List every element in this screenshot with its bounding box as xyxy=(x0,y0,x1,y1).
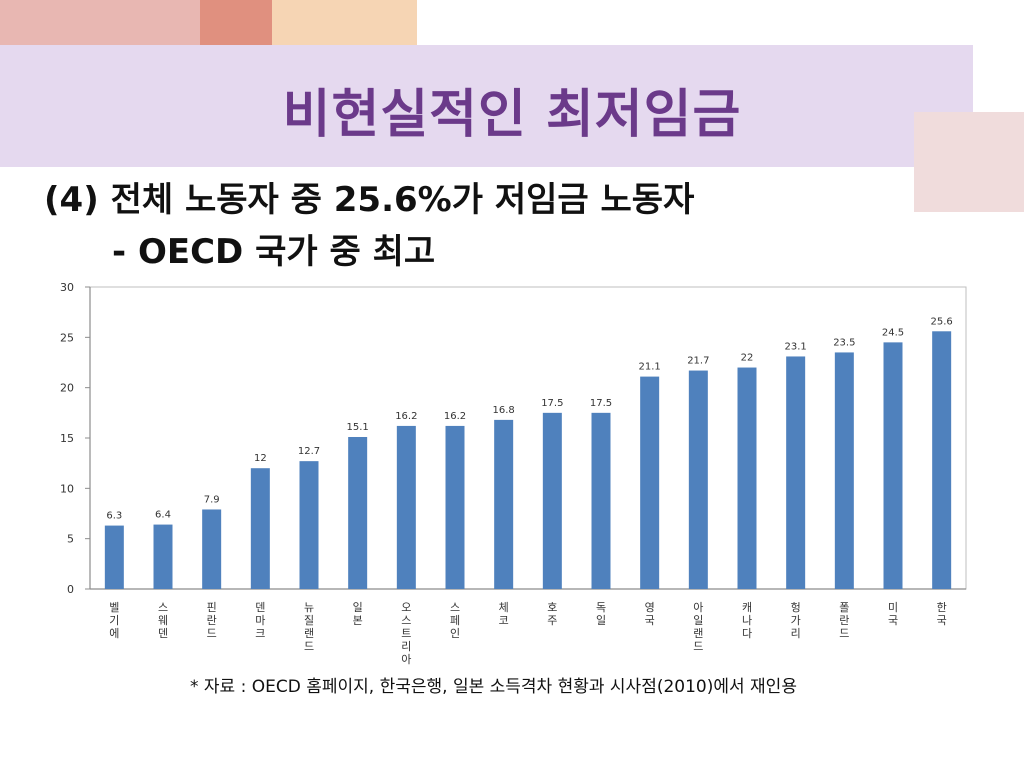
bar-value-label: 16.2 xyxy=(395,411,417,422)
y-tick-label: 30 xyxy=(60,281,74,294)
bar xyxy=(202,509,222,589)
y-tick-label: 25 xyxy=(60,331,74,344)
plot-area-frame xyxy=(89,286,967,590)
bar xyxy=(737,367,757,589)
x-axis-labels-group: 벨 기 에 스 웨 덴 핀 란 드 덴 마 크 뉴 질 랜 드 일 본 오 스 트 리 아 스 페 인 체 코 호 주 독 일 영 국 아 일 랜 드 캐 나… xyxy=(109,600,946,666)
bar-value-label: 15.1 xyxy=(347,422,369,433)
bar xyxy=(591,412,611,589)
bar-value-label: 22 xyxy=(741,353,754,364)
bar xyxy=(688,370,708,589)
bar-value-label: 23.5 xyxy=(833,337,855,348)
bar-value-label: 17.5 xyxy=(590,398,612,409)
bar xyxy=(640,376,660,589)
bar xyxy=(542,412,562,589)
y-tick-label: 10 xyxy=(60,482,74,495)
subtitle-line-1: (4) 전체 노동자 중 25.6%가 저임금 노동자 xyxy=(44,180,695,220)
value-labels-group: 6.3 6.4 7.9 12 12.7 15.1 16.2 16.2 16.8 17.5 17.5 2… xyxy=(106,316,952,521)
bar xyxy=(445,425,465,589)
bar-value-label: 6.4 xyxy=(155,510,171,521)
bar-value-label: 16.8 xyxy=(493,405,515,416)
slide-title: 비현실적인 최저임금 xyxy=(282,85,742,145)
y-axis-ticks: 0 5 10 15 20 25 30 xyxy=(60,281,90,596)
bar xyxy=(396,425,416,589)
bar-chart: 0 5 10 15 20 25 30 6.3 6.4 7.9 12 12.7 15.1 16.2 16.2… xyxy=(60,281,967,666)
bar xyxy=(348,436,368,589)
bar xyxy=(250,468,270,589)
bar-value-label: 17.5 xyxy=(541,398,563,409)
bar-value-label: 16.2 xyxy=(444,411,466,422)
decor-block-pink xyxy=(0,0,200,45)
bar xyxy=(786,356,806,589)
bar xyxy=(932,331,952,589)
bar-value-label: 6.3 xyxy=(106,511,122,522)
y-tick-label: 0 xyxy=(67,583,74,596)
bar xyxy=(153,524,173,589)
y-tick-label: 15 xyxy=(60,432,74,445)
title-band xyxy=(0,45,973,167)
bar-value-label: 21.7 xyxy=(687,356,709,367)
bar xyxy=(494,419,514,589)
bar-value-label: 23.1 xyxy=(785,341,807,352)
bar-value-label: 12.7 xyxy=(298,446,320,457)
bar-value-label: 25.6 xyxy=(931,316,953,327)
bar-value-label: 21.1 xyxy=(639,362,661,373)
subtitle-line-2: - OECD 국가 중 최고 xyxy=(112,232,436,272)
bars-group xyxy=(104,331,952,589)
bar-value-label: 7.9 xyxy=(204,494,220,505)
source-note: * 자료 : OECD 홈페이지, 한국은행, 일본 소득격차 현황과 시사점(… xyxy=(190,677,797,697)
bar xyxy=(299,461,319,589)
y-tick-label: 20 xyxy=(60,382,74,395)
bar xyxy=(104,525,124,589)
bar-value-label: 12 xyxy=(254,453,267,464)
y-tick-label: 5 xyxy=(67,533,74,546)
bar xyxy=(834,352,854,589)
bar-value-label: 24.5 xyxy=(882,327,904,338)
decor-block-rose xyxy=(914,112,1024,212)
bar xyxy=(883,342,903,589)
